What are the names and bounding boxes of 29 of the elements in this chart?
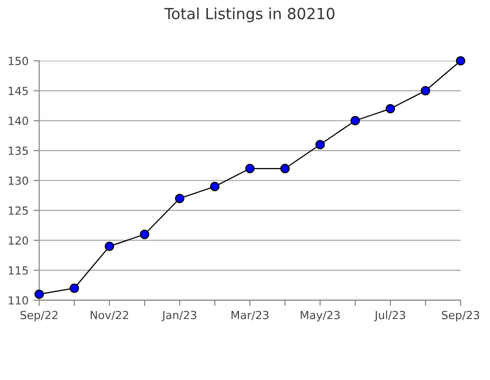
chart-title: Total Listings in 80210	[164, 8, 334, 22]
x-tick-label: Jul/23	[374, 310, 406, 322]
x-tick-label: Nov/22	[90, 310, 128, 320]
point	[174, 194, 184, 204]
point	[245, 164, 255, 174]
y-tick-label: 150	[8, 56, 28, 66]
point	[350, 116, 360, 126]
x-tick-label: Jan/23	[162, 310, 196, 322]
x-tick-label: Sep/23	[442, 310, 480, 322]
point	[420, 86, 430, 96]
point	[280, 164, 290, 174]
x-tick-label: May/23	[300, 310, 340, 322]
point	[70, 284, 80, 293]
y-tick-label: 125	[8, 206, 28, 215]
point	[210, 182, 220, 192]
x-tick-label: Mar/23	[232, 310, 268, 320]
x-tick-label: Sep/22	[20, 310, 58, 322]
y-tick-label: 140	[8, 116, 28, 126]
y-tick-label: 115	[8, 266, 28, 275]
y-tick-label: 120	[8, 236, 28, 245]
y-tick-label: 110	[8, 296, 28, 305]
point	[456, 56, 466, 66]
y-tick-label: 145	[8, 86, 28, 96]
y-tick-label: 130	[8, 176, 28, 185]
point	[386, 104, 396, 114]
point	[315, 140, 325, 150]
point	[104, 242, 114, 252]
point	[140, 230, 150, 240]
y-tick-label: 135	[8, 146, 28, 155]
